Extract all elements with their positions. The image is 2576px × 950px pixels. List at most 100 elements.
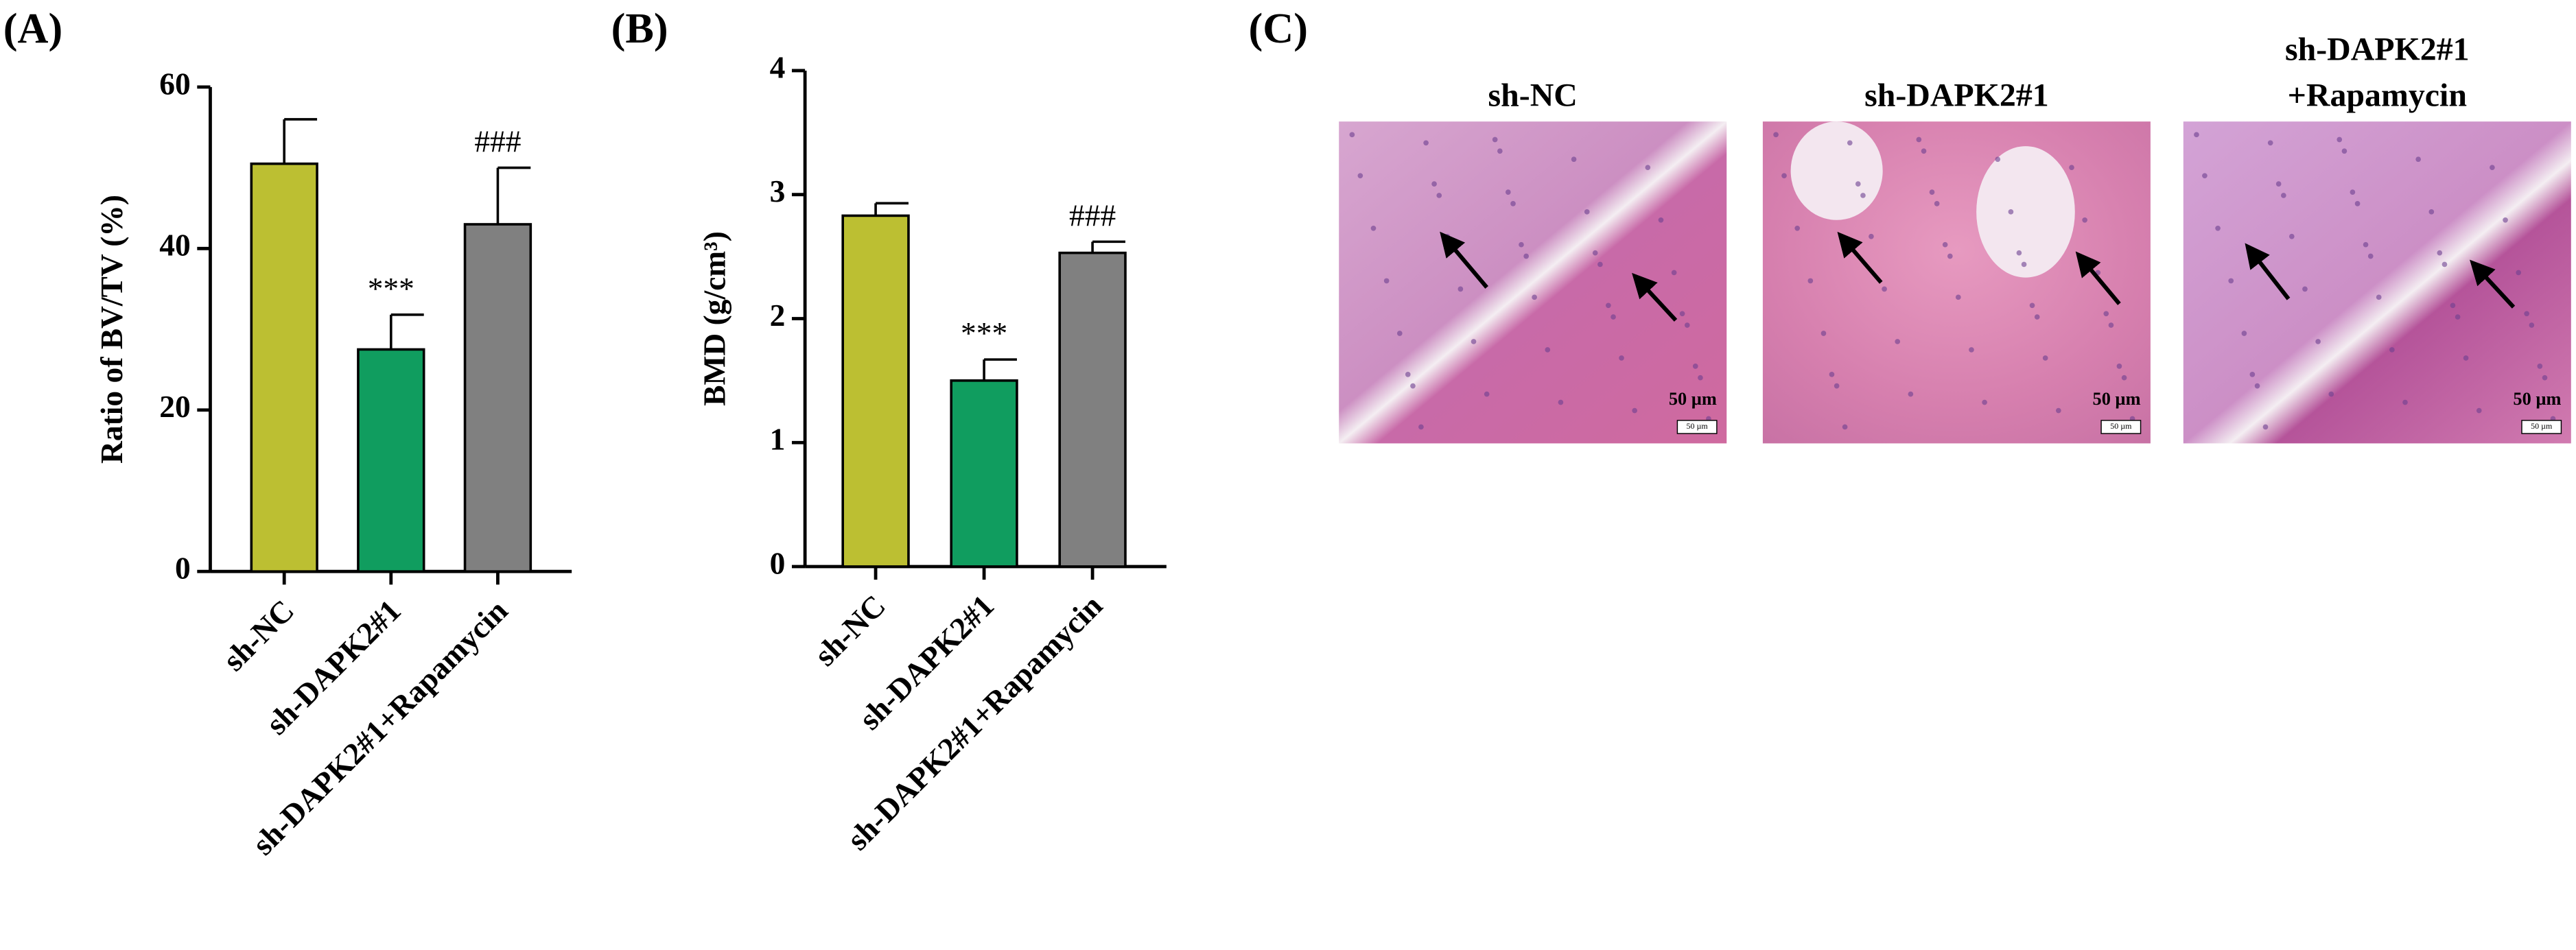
cell bbox=[2463, 355, 2469, 361]
y-axis-label: Ratio of BV/TV (%) bbox=[94, 195, 129, 464]
cell bbox=[1349, 132, 1355, 138]
y-tick-label: 3 bbox=[770, 174, 786, 209]
cell bbox=[1558, 399, 1564, 405]
cell bbox=[2267, 140, 2273, 146]
scale-box-label: 50 µm bbox=[2531, 421, 2553, 431]
scale-box-label: 50 µm bbox=[2110, 421, 2132, 431]
bar bbox=[357, 348, 425, 573]
cell bbox=[2302, 286, 2308, 292]
cell bbox=[1855, 181, 1861, 187]
cell bbox=[1842, 424, 1848, 430]
cell bbox=[1916, 136, 1922, 143]
cell bbox=[1611, 314, 1616, 320]
cell bbox=[1955, 294, 1961, 300]
cell bbox=[2442, 261, 2448, 268]
micrograph-label: sh-NC bbox=[1488, 78, 1578, 114]
y-tick-label: 4 bbox=[770, 49, 786, 84]
arrow bbox=[2470, 259, 2516, 309]
arrow bbox=[2245, 243, 2291, 300]
cell bbox=[2328, 391, 2334, 397]
y-tick-label: 40 bbox=[159, 228, 190, 263]
cell bbox=[1829, 372, 1835, 377]
cell bbox=[1645, 165, 1651, 171]
cell bbox=[1895, 339, 1901, 344]
cell bbox=[1492, 136, 1498, 143]
cell bbox=[1995, 156, 2001, 163]
bar bbox=[463, 223, 532, 573]
x-tick-label: sh-NC bbox=[808, 588, 893, 673]
cell bbox=[1584, 209, 1590, 215]
cell bbox=[2402, 399, 2408, 405]
cell bbox=[1619, 355, 1624, 361]
cell bbox=[2254, 383, 2260, 389]
cell bbox=[2341, 148, 2347, 154]
cell bbox=[1847, 140, 1853, 146]
y-tick-label: 0 bbox=[175, 551, 191, 586]
y-tick-label: 1 bbox=[770, 422, 786, 457]
cell bbox=[1471, 339, 1477, 344]
marrow-cavity bbox=[1976, 146, 2075, 278]
cell bbox=[1357, 173, 1363, 179]
cell bbox=[1510, 201, 1516, 206]
cell bbox=[2542, 375, 2548, 381]
cell bbox=[1418, 424, 1424, 430]
cell bbox=[2490, 165, 2495, 171]
cell bbox=[2262, 424, 2269, 430]
scale-label: 50 µm bbox=[2513, 389, 2561, 409]
cell bbox=[2367, 253, 2374, 259]
cell bbox=[1484, 391, 1490, 397]
cell bbox=[1882, 286, 1887, 292]
cell bbox=[1545, 347, 1551, 353]
cell bbox=[2034, 314, 2040, 320]
cell bbox=[1519, 241, 1524, 248]
cell bbox=[2103, 311, 2109, 317]
cell bbox=[1908, 391, 1914, 397]
cell bbox=[1698, 375, 1703, 381]
cell bbox=[1869, 233, 1874, 239]
cell bbox=[1606, 302, 1611, 309]
cell bbox=[1947, 253, 1953, 259]
cell bbox=[2516, 270, 2522, 276]
significance-mark: ### bbox=[1069, 198, 1116, 233]
cell bbox=[2228, 278, 2234, 284]
cell bbox=[2476, 407, 2482, 414]
cell bbox=[2194, 132, 2199, 138]
cell bbox=[2455, 314, 2461, 320]
cell bbox=[1423, 140, 1429, 146]
significance-mark: ### bbox=[474, 124, 521, 159]
cell bbox=[1860, 193, 1866, 198]
significance-mark: *** bbox=[368, 271, 414, 306]
cell bbox=[1431, 181, 1437, 187]
cell bbox=[2275, 181, 2282, 187]
cell bbox=[1781, 173, 1787, 179]
significance-mark: *** bbox=[961, 316, 1007, 351]
cell bbox=[2288, 233, 2295, 239]
y-tick-label: 20 bbox=[159, 389, 190, 424]
cell bbox=[2354, 201, 2361, 206]
cell bbox=[2082, 217, 2087, 223]
arrow bbox=[1632, 272, 1678, 322]
scale-label: 50 µm bbox=[1669, 389, 1717, 409]
cell bbox=[1370, 225, 1377, 231]
cell bbox=[2315, 339, 2321, 344]
cell bbox=[2202, 173, 2208, 179]
cell bbox=[2241, 331, 2247, 336]
cell bbox=[2503, 217, 2508, 223]
cell bbox=[1929, 189, 1935, 195]
y-tick-label: 2 bbox=[770, 298, 786, 333]
cell bbox=[1969, 347, 1974, 353]
bar bbox=[250, 162, 318, 573]
cell bbox=[2029, 302, 2035, 309]
cell bbox=[2108, 322, 2114, 328]
cell bbox=[2008, 209, 2014, 215]
cell bbox=[1597, 261, 1603, 268]
y-tick-label: 60 bbox=[159, 66, 190, 101]
cell bbox=[2350, 189, 2356, 195]
cell bbox=[1679, 311, 1685, 317]
arrow bbox=[2075, 251, 2121, 305]
cell bbox=[2389, 347, 2395, 353]
cell bbox=[2415, 156, 2421, 163]
cell bbox=[2376, 294, 2382, 300]
cell bbox=[1632, 407, 1637, 414]
